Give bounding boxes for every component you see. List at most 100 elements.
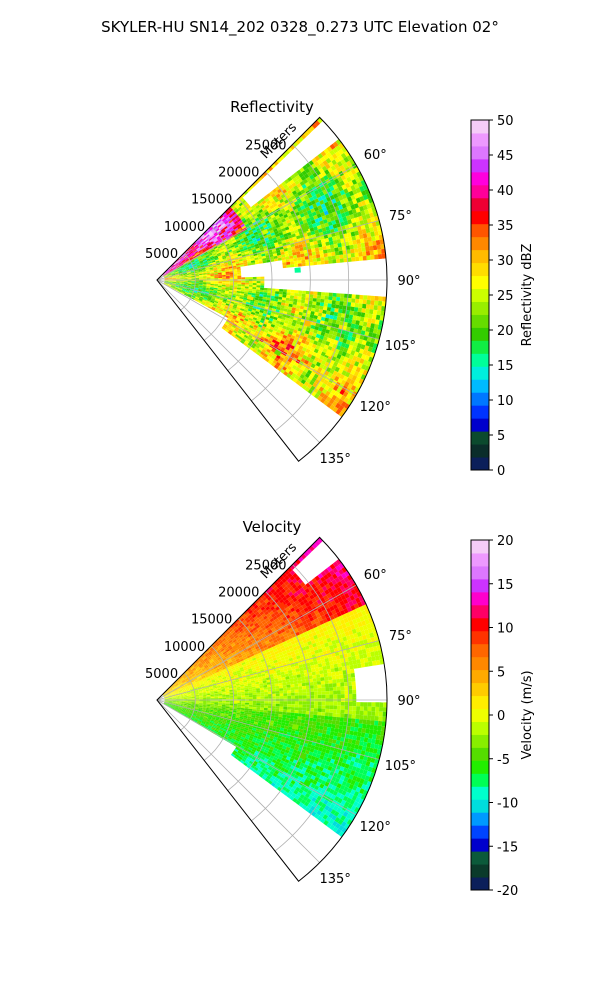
- radar-echo-cell: [275, 214, 280, 220]
- radar-echo-cell: [288, 184, 294, 190]
- radar-echo-cell: [213, 237, 218, 242]
- radar-echo-cell: [338, 250, 344, 255]
- radar-echo-cell: [303, 249, 308, 254]
- radar-echo-cell: [185, 268, 190, 271]
- radar-echo-cell: [254, 257, 259, 261]
- radar-echo-cell: [315, 193, 321, 199]
- radar-echo-cell: [195, 261, 200, 265]
- radar-echo-cell: [245, 277, 249, 280]
- radar-echo-cell: [172, 276, 176, 278]
- radar-echo-cell: [237, 285, 242, 288]
- radar-echo-cell: [222, 283, 226, 286]
- radar-echo-cell: [221, 229, 226, 234]
- radar-echo-cell: [240, 210, 245, 215]
- radar-echo-cell: [217, 253, 222, 257]
- radar-echo-cell: [226, 277, 230, 280]
- radar-echo-cell: [219, 226, 224, 231]
- radar-echo-cell: [327, 256, 333, 261]
- radar-echo-cell: [170, 270, 175, 273]
- radar-echo-cell: [276, 235, 281, 240]
- radar-echo-cell: [366, 203, 372, 210]
- radar-echo-cell: [277, 229, 283, 234]
- radar-echo-cell: [206, 258, 211, 261]
- radar-echo-cell: [259, 211, 265, 216]
- radar-echo-cell: [235, 246, 240, 250]
- radar-echo-cell: [306, 185, 313, 191]
- radar-echo-cell: [232, 240, 237, 244]
- radar-echo-cell: [244, 231, 250, 235]
- radar-echo-cell: [178, 262, 183, 265]
- radar-echo-cell: [342, 178, 349, 185]
- radar-echo-cell: [277, 219, 283, 225]
- radar-echo-cell: [187, 281, 192, 282]
- radar-echo-cell: [202, 277, 207, 279]
- colorbar-tick-label: 30: [497, 254, 514, 269]
- radar-echo-cell: [223, 232, 228, 237]
- colorbar-swatch: [471, 223, 489, 238]
- radar-echo-cell: [260, 204, 265, 209]
- radar-echo-cell: [194, 273, 199, 275]
- radar-echo-cell: [363, 237, 369, 243]
- radar-echo-cell: [336, 297, 341, 302]
- colorbar-swatch: [471, 314, 489, 328]
- radar-echo-cell: [198, 270, 203, 272]
- radar-echo-cell: [229, 252, 234, 256]
- radar-echo-cell: [195, 245, 199, 249]
- radar-echo-cell: [346, 249, 351, 254]
- radar-echo-cell: [304, 256, 309, 260]
- radar-echo-cell: [221, 270, 226, 273]
- radar-echo-cell: [256, 283, 261, 286]
- radar-echo-cell: [296, 225, 302, 230]
- radar-echo-cell: [187, 282, 192, 284]
- radar-echo-cell: [195, 274, 199, 276]
- radar-echo-cell: [184, 257, 189, 260]
- radar-echo-cell: [224, 209, 229, 214]
- radar-echo-cell: [191, 278, 196, 279]
- colorbar-swatch: [471, 158, 489, 173]
- radar-echo-cell: [212, 230, 217, 235]
- radar-echo-cell: [330, 165, 337, 171]
- radar-echo-cell: [208, 231, 213, 236]
- radar-echo-cell: [199, 244, 204, 248]
- radar-echo-cell: [338, 246, 343, 252]
- radar-echo-cell: [290, 289, 295, 293]
- radar-echo-cell: [246, 259, 251, 262]
- radar-echo-cell: [230, 209, 235, 215]
- radar-echo-cell: [311, 307, 316, 312]
- radar-echo-cell: [224, 267, 229, 270]
- radar-echo-cell: [365, 213, 371, 219]
- radar-echo-cell: [308, 255, 313, 260]
- radar-echo-cell: [242, 219, 247, 224]
- radar-echo-cell: [176, 265, 180, 268]
- radar-echo-cell: [314, 247, 320, 252]
- radar-echo-cell: [240, 250, 245, 254]
- radar-echo-cell: [312, 222, 317, 228]
- radar-echo-cell: [315, 201, 321, 207]
- radar-echo-cell: [328, 155, 335, 162]
- radar-echo-cell: [271, 200, 276, 205]
- radar-echo-cell: [186, 271, 191, 274]
- radar-echo-cell: [325, 163, 331, 170]
- radar-echo-cell: [243, 247, 248, 251]
- radar-echo-cell: [174, 262, 178, 266]
- radar-echo-cell: [194, 258, 198, 261]
- radar-echo-cell: [189, 268, 194, 271]
- radar-echo-cell: [281, 239, 286, 244]
- radar-echo-cell: [204, 264, 209, 267]
- colorbar-swatch: [471, 392, 489, 406]
- radar-echo-cell: [206, 274, 211, 277]
- radar-echo-cell: [225, 271, 230, 274]
- radar-echo-cell: [317, 187, 323, 194]
- radar-echo-cell: [183, 282, 188, 284]
- radar-echo-cell: [289, 227, 295, 232]
- radar-echo-cell: [183, 280, 188, 281]
- radar-echo-cell: [352, 315, 357, 321]
- radar-echo-cell: [346, 232, 352, 238]
- radar-echo-cell: [344, 172, 350, 179]
- radar-echo-cell: [188, 249, 193, 253]
- radar-echo-cell: [179, 256, 183, 260]
- radar-echo-cell: [226, 216, 231, 221]
- radar-echo-cell: [220, 234, 225, 239]
- radar-echo-cell: [211, 229, 216, 233]
- radar-echo-cell: [304, 168, 311, 174]
